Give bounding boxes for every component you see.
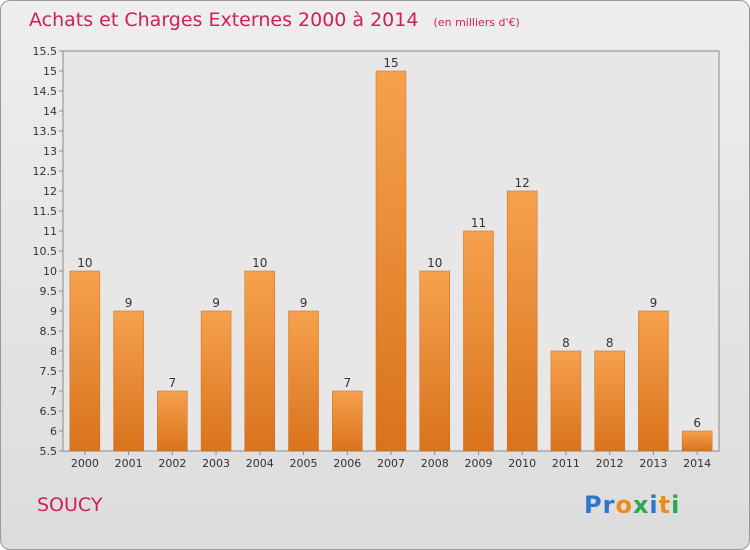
data-label: 8 (606, 336, 614, 350)
title-line: Achats et Charges Externes 2000 à 2014 (… (29, 9, 520, 31)
data-label: 15 (383, 56, 398, 70)
y-tick-label: 6 (50, 425, 57, 438)
data-label: 9 (212, 296, 220, 310)
y-tick-label: 8.5 (40, 325, 58, 338)
y-tick: 10 (43, 265, 63, 278)
data-label: 7 (343, 376, 351, 390)
y-tick-label: 6.5 (40, 405, 58, 418)
x-tick-label: 2005 (290, 457, 318, 470)
bar-2001 (113, 310, 144, 452)
bar-2000 (69, 270, 101, 452)
y-tick-label: 5.5 (40, 445, 58, 458)
y-tick: 10.5 (33, 245, 63, 258)
y-tick: 14 (43, 105, 63, 118)
y-tick-label: 8 (50, 345, 57, 358)
bar-2008 (419, 270, 450, 452)
y-tick-label: 10.5 (33, 245, 58, 258)
y-tick-label: 7 (50, 385, 57, 398)
bar-2006 (332, 390, 363, 452)
bar-2012 (594, 350, 625, 452)
y-tick-label: 13 (43, 145, 57, 158)
y-tick-label: 14 (43, 105, 57, 118)
bar-2007 (375, 70, 407, 452)
x-tick-label: 2003 (202, 457, 230, 470)
y-tick: 6 (50, 425, 63, 438)
town-name: SOUCY (37, 494, 103, 516)
y-tick: 7 (50, 385, 63, 398)
y-tick: 13.5 (33, 125, 63, 138)
bar-2010 (506, 190, 538, 452)
x-tick-label: 2011 (552, 457, 580, 470)
x-tick-label: 2002 (158, 457, 186, 470)
y-tick: 12.5 (33, 165, 63, 178)
x-tick-label: 2013 (639, 457, 667, 470)
x-tick-label: 2000 (71, 457, 99, 470)
x-tick-label: 2004 (246, 457, 274, 470)
bar-2013 (638, 310, 669, 452)
y-tick: 7.5 (40, 365, 63, 378)
x-tick-label: 2006 (333, 457, 361, 470)
y-tick: 8 (50, 345, 63, 358)
data-label: 9 (650, 296, 658, 310)
y-tick: 11.5 (33, 205, 63, 218)
y-tick-label: 15 (43, 65, 57, 78)
y-tick-label: 10 (43, 265, 57, 278)
bar-2014 (681, 430, 713, 452)
y-tick-label: 9.5 (40, 285, 58, 298)
y-tick: 12 (43, 185, 63, 198)
x-tick-label: 2001 (115, 457, 143, 470)
y-tick: 13 (43, 145, 63, 158)
bar-2005 (288, 310, 319, 452)
y-tick-label: 12.5 (33, 165, 58, 178)
data-label: 10 (77, 256, 92, 270)
y-tick: 8.5 (40, 325, 63, 338)
y-tick-label: 7.5 (40, 365, 58, 378)
data-label: 11 (471, 216, 486, 230)
data-label: 10 (252, 256, 267, 270)
data-label: 12 (515, 176, 530, 190)
y-tick: 11 (43, 225, 63, 238)
x-tick-label: 2007 (377, 457, 405, 470)
x-tick-label: 2008 (421, 457, 449, 470)
y-tick-label: 11.5 (33, 205, 58, 218)
data-label: 9 (300, 296, 308, 310)
proxiti-logo: Proxiti (584, 491, 681, 519)
data-label: 10 (427, 256, 442, 270)
data-label: 8 (562, 336, 570, 350)
data-label: 7 (169, 376, 177, 390)
bar-2009 (463, 230, 494, 452)
y-tick-label: 15.5 (33, 45, 58, 58)
x-tick-label: 2010 (508, 457, 536, 470)
x-tick-label: 2009 (464, 457, 492, 470)
y-tick-label: 13.5 (33, 125, 58, 138)
y-tick: 5.5 (40, 445, 63, 458)
bar-2003 (200, 310, 232, 452)
y-tick: 15 (43, 65, 63, 78)
y-tick: 15.5 (33, 45, 63, 58)
bar-2002 (157, 390, 188, 452)
y-tick: 14.5 (33, 85, 63, 98)
chart-title: Achats et Charges Externes 2000 à 2014 (29, 9, 419, 31)
data-label: 9 (125, 296, 133, 310)
x-tick-label: 2014 (683, 457, 711, 470)
y-tick-label: 11 (43, 225, 57, 238)
chart-unit: (en milliers d'€) (433, 16, 520, 29)
y-tick-label: 9 (50, 305, 57, 318)
y-tick: 9.5 (40, 285, 63, 298)
data-label: 6 (693, 416, 701, 430)
bar-2011 (550, 350, 582, 452)
y-tick: 6.5 (40, 405, 63, 418)
bar-2004 (244, 270, 276, 452)
y-tick: 9 (50, 305, 63, 318)
y-tick-label: 14.5 (33, 85, 58, 98)
y-tick-label: 12 (43, 185, 57, 198)
x-tick-label: 2012 (596, 457, 624, 470)
